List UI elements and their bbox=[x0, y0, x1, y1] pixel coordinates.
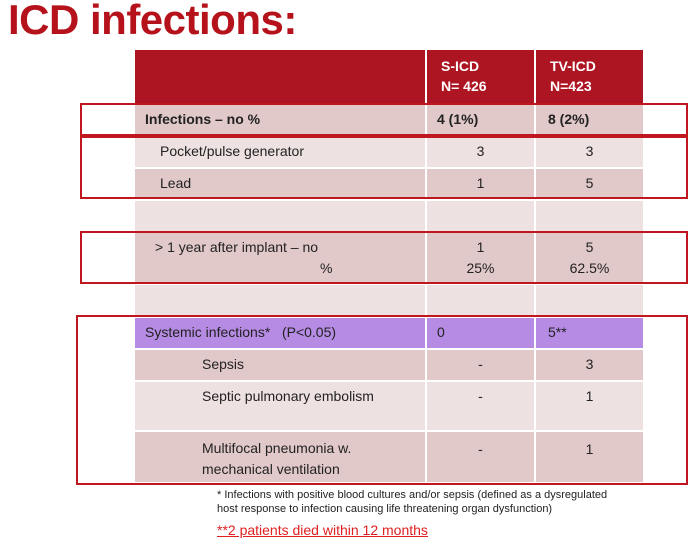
late-sicd-count: 1 bbox=[476, 239, 485, 255]
embolism-label: Septic pulmonary embolism bbox=[202, 388, 374, 404]
pneumonia-tvicd: 1 bbox=[585, 441, 594, 457]
late-label: > 1 year after implant – no bbox=[155, 239, 319, 255]
header-sicd-n: N= 426 bbox=[441, 78, 487, 94]
pneumonia-label: Multifocal pneumonia w. bbox=[202, 440, 352, 456]
page-title: ICD infections: bbox=[8, 0, 297, 43]
embolism-tvicd: 1 bbox=[585, 388, 594, 404]
lead-tvicd: 5 bbox=[585, 175, 594, 191]
late-tvicd-count: 5 bbox=[585, 239, 594, 255]
sepsis-label: Sepsis bbox=[202, 356, 245, 372]
footnote-line-2: host response to infection causing life … bbox=[217, 503, 553, 515]
pneumonia-label-cont: mechanical ventilation bbox=[202, 461, 340, 477]
systemic-sicd: 0 bbox=[437, 324, 445, 340]
systemic-tvicd: 5** bbox=[548, 324, 567, 340]
lead-sicd: 1 bbox=[476, 175, 485, 191]
lead-label: Lead bbox=[160, 175, 192, 191]
footnote-line-1: * Infections with positive blood culture… bbox=[217, 489, 608, 501]
header-blank-cell bbox=[135, 50, 425, 103]
mortality-note: **2 patients died within 12 months bbox=[217, 522, 428, 538]
pocket-sicd: 3 bbox=[476, 143, 485, 159]
infections-sicd: 4 (1%) bbox=[437, 111, 479, 127]
infections-label: Infections – no % bbox=[145, 111, 261, 127]
late-sicd-pct: 25% bbox=[466, 260, 495, 276]
infections-tvicd: 8 (2%) bbox=[548, 111, 590, 127]
systemic-label: Systemic infections* (P<0.05) bbox=[145, 324, 337, 340]
header-tvicd: TV-ICD N=423 bbox=[536, 50, 643, 103]
embolism-sicd: - bbox=[478, 388, 483, 404]
pocket-label: Pocket/pulse generator bbox=[160, 143, 304, 159]
late-label-unit: % bbox=[320, 260, 333, 276]
header-sicd-name: S-ICD bbox=[441, 58, 480, 74]
pocket-tvicd: 3 bbox=[585, 143, 594, 159]
sepsis-tvicd: 3 bbox=[585, 356, 594, 372]
pneumonia-sicd: - bbox=[478, 441, 483, 457]
header-tvicd-n: N=423 bbox=[550, 78, 592, 94]
sepsis-sicd: - bbox=[478, 356, 483, 372]
header-sicd: S-ICD N= 426 bbox=[427, 50, 534, 103]
footnote: * Infections with positive blood culture… bbox=[217, 488, 687, 516]
header-tvicd-name: TV-ICD bbox=[550, 58, 596, 74]
late-tvicd-pct: 62.5% bbox=[569, 260, 610, 276]
